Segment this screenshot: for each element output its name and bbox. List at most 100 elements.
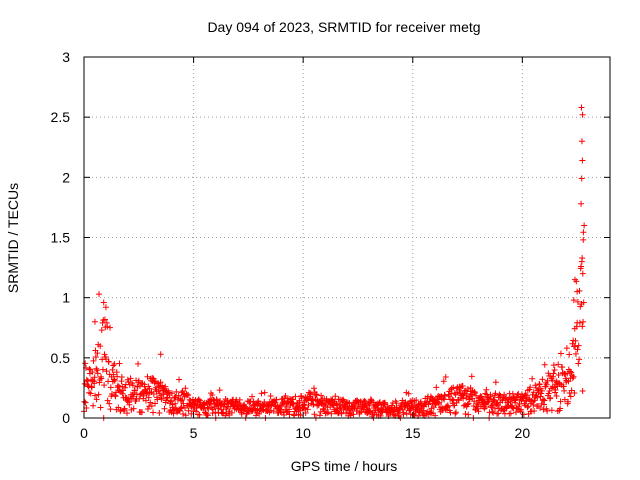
- data-point: [569, 340, 576, 347]
- data-point: [580, 229, 587, 236]
- data-point: [579, 157, 586, 164]
- data-point: [572, 337, 579, 344]
- data-point: [99, 366, 106, 373]
- y-tick-label: 0: [62, 410, 70, 426]
- data-point: [530, 401, 537, 408]
- data-point: [157, 379, 164, 386]
- y-tick-label: 0.5: [51, 350, 71, 366]
- data-point: [522, 391, 529, 398]
- data-point: [548, 407, 555, 414]
- data-point: [505, 402, 512, 409]
- data-point: [124, 410, 131, 417]
- data-point: [92, 392, 99, 399]
- data-point: [105, 358, 112, 365]
- data-point: [575, 342, 582, 349]
- data-point: [180, 400, 187, 407]
- data-point: [307, 390, 314, 397]
- data-point: [109, 366, 116, 373]
- data-point: [310, 401, 317, 408]
- data-point: [144, 405, 151, 412]
- data-point: [185, 391, 192, 398]
- data-point: [144, 373, 151, 380]
- data-point: [236, 396, 243, 403]
- data-point: [95, 291, 102, 298]
- data-point: [110, 362, 117, 369]
- data-point: [100, 299, 107, 306]
- data-point: [253, 412, 260, 419]
- data-point: [135, 360, 142, 367]
- x-tick-label: 15: [405, 425, 421, 441]
- data-point: [249, 393, 256, 400]
- data-point: [90, 402, 97, 409]
- data-point: [492, 379, 499, 386]
- data-point: [452, 410, 459, 417]
- data-point: [290, 401, 297, 408]
- data-point: [302, 410, 309, 417]
- data-point: [541, 361, 548, 368]
- data-point: [150, 390, 157, 397]
- y-tick-label: 2: [62, 169, 70, 185]
- data-point: [563, 345, 570, 352]
- data-point: [552, 387, 559, 394]
- data-point: [216, 387, 223, 394]
- data-point: [489, 402, 496, 409]
- y-tick-label: 3: [62, 49, 70, 65]
- data-point: [172, 400, 179, 407]
- data-point: [261, 389, 268, 396]
- data-point: [138, 409, 145, 416]
- data-point: [171, 394, 178, 401]
- data-point: [557, 398, 564, 405]
- data-point: [559, 364, 566, 371]
- data-point: [196, 411, 203, 418]
- data-point: [246, 399, 253, 406]
- data-point: [495, 410, 502, 417]
- data-point: [338, 410, 345, 417]
- data-point: [109, 390, 116, 397]
- data-point: [534, 394, 541, 401]
- data-point: [95, 391, 102, 398]
- data-point: [168, 397, 175, 404]
- data-point: [579, 270, 586, 277]
- data-point: [223, 404, 230, 411]
- data-point: [537, 405, 544, 412]
- data-point: [574, 346, 581, 353]
- data-point: [152, 400, 159, 407]
- data-point: [492, 390, 499, 397]
- data-point: [267, 392, 274, 399]
- data-point: [129, 382, 136, 389]
- data-point: [193, 408, 200, 415]
- y-axis-label: SRMTID / TECUs: [5, 183, 21, 293]
- y-tick-label: 2.5: [51, 109, 71, 125]
- data-point: [88, 376, 95, 383]
- data-point: [442, 373, 449, 380]
- data-point: [366, 407, 373, 414]
- x-axis-label: GPS time / hours: [291, 458, 398, 474]
- data-point: [570, 373, 577, 380]
- data-point: [205, 405, 212, 412]
- data-point: [465, 411, 472, 418]
- data-point: [91, 374, 98, 381]
- plot-frame: [83, 56, 611, 419]
- data-point: [131, 387, 138, 394]
- data-point: [571, 389, 578, 396]
- data-point: [156, 390, 163, 397]
- data-point: [325, 409, 332, 416]
- data-point: [301, 405, 308, 412]
- data-point: [536, 381, 543, 388]
- data-point: [572, 350, 579, 357]
- data-point: [292, 393, 299, 400]
- data-point: [273, 396, 280, 403]
- data-point: [298, 395, 305, 402]
- data-point: [107, 406, 114, 413]
- data-point: [311, 411, 318, 418]
- data-point: [440, 378, 447, 385]
- data-point: [567, 368, 574, 375]
- data-point: [176, 376, 183, 383]
- data-point: [94, 367, 101, 374]
- data-point: [328, 410, 335, 417]
- data-point: [567, 393, 574, 400]
- data-point: [518, 406, 525, 413]
- data-point: [90, 357, 97, 364]
- data-point: [98, 375, 105, 382]
- data-point: [150, 409, 157, 416]
